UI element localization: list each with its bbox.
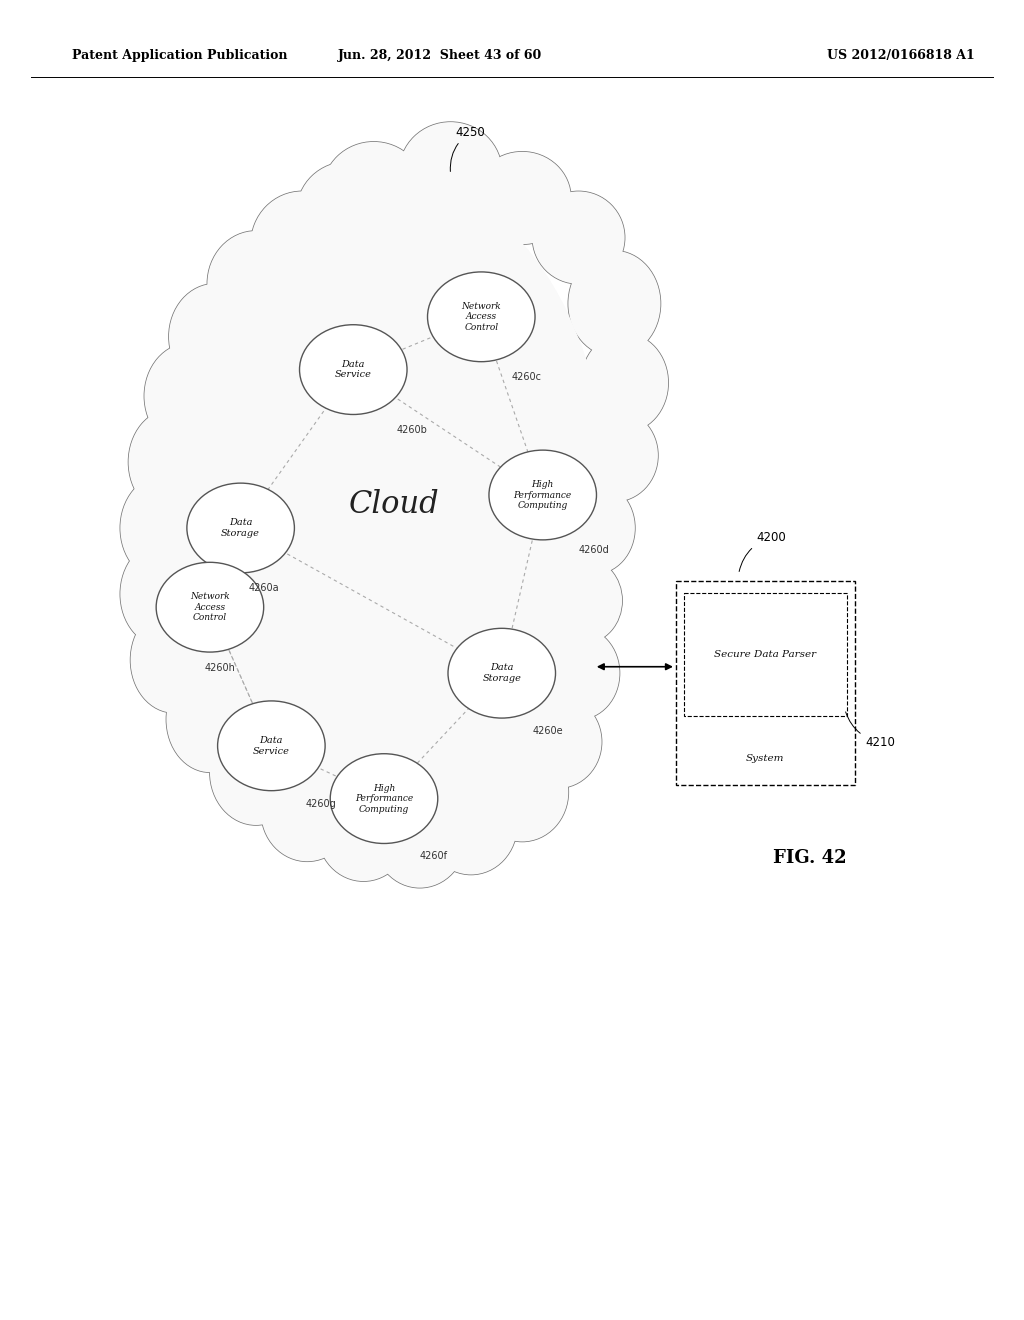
Ellipse shape bbox=[582, 334, 668, 433]
Ellipse shape bbox=[210, 719, 302, 825]
Text: Data
Storage: Data Storage bbox=[482, 664, 521, 682]
Text: Secure Data Parser: Secure Data Parser bbox=[715, 649, 816, 659]
Ellipse shape bbox=[131, 607, 218, 713]
Text: Patent Application Publication: Patent Application Publication bbox=[72, 49, 287, 62]
Ellipse shape bbox=[166, 667, 254, 772]
Ellipse shape bbox=[476, 742, 568, 842]
Ellipse shape bbox=[169, 284, 261, 389]
Ellipse shape bbox=[489, 450, 596, 540]
Ellipse shape bbox=[582, 334, 668, 433]
Text: 4210: 4210 bbox=[846, 711, 895, 748]
Ellipse shape bbox=[553, 482, 635, 574]
Ellipse shape bbox=[374, 789, 466, 887]
Ellipse shape bbox=[473, 152, 571, 244]
Ellipse shape bbox=[538, 627, 620, 719]
Ellipse shape bbox=[129, 409, 216, 515]
Text: 4260b: 4260b bbox=[396, 425, 427, 436]
Text: 4260g: 4260g bbox=[305, 799, 336, 809]
Ellipse shape bbox=[532, 191, 625, 284]
Ellipse shape bbox=[297, 161, 399, 261]
Text: FIG. 42: FIG. 42 bbox=[773, 849, 847, 867]
Ellipse shape bbox=[449, 628, 555, 718]
Ellipse shape bbox=[186, 483, 295, 573]
Ellipse shape bbox=[515, 696, 602, 788]
Ellipse shape bbox=[121, 541, 207, 647]
Ellipse shape bbox=[473, 152, 571, 244]
Ellipse shape bbox=[299, 325, 407, 414]
Ellipse shape bbox=[218, 701, 326, 791]
Ellipse shape bbox=[144, 343, 234, 449]
Ellipse shape bbox=[121, 475, 207, 581]
Ellipse shape bbox=[144, 343, 234, 449]
Text: Data
Service: Data Service bbox=[335, 360, 372, 379]
Ellipse shape bbox=[532, 191, 625, 284]
Text: 4200: 4200 bbox=[739, 531, 786, 572]
Ellipse shape bbox=[330, 754, 438, 843]
Ellipse shape bbox=[553, 482, 635, 574]
Text: US 2012/0166818 A1: US 2012/0166818 A1 bbox=[827, 49, 975, 62]
Ellipse shape bbox=[545, 557, 622, 643]
Ellipse shape bbox=[169, 284, 261, 389]
Ellipse shape bbox=[210, 719, 302, 825]
Ellipse shape bbox=[251, 191, 353, 297]
Ellipse shape bbox=[323, 143, 425, 242]
Text: Network
Access
Control: Network Access Control bbox=[190, 593, 229, 622]
Ellipse shape bbox=[317, 781, 410, 882]
Ellipse shape bbox=[129, 409, 216, 515]
Text: Cloud: Cloud bbox=[349, 488, 439, 520]
Text: Jun. 28, 2012  Sheet 43 of 60: Jun. 28, 2012 Sheet 43 of 60 bbox=[338, 49, 543, 62]
Ellipse shape bbox=[121, 475, 207, 581]
Ellipse shape bbox=[568, 251, 660, 356]
Ellipse shape bbox=[179, 178, 609, 838]
Ellipse shape bbox=[261, 762, 353, 862]
Ellipse shape bbox=[568, 251, 660, 356]
Text: Network
Access
Control: Network Access Control bbox=[462, 302, 501, 331]
Text: Data
Storage: Data Storage bbox=[221, 519, 260, 537]
Text: Data
Service: Data Service bbox=[253, 737, 290, 755]
Text: 4250: 4250 bbox=[451, 125, 485, 172]
Ellipse shape bbox=[297, 161, 399, 261]
Ellipse shape bbox=[571, 409, 658, 502]
Ellipse shape bbox=[515, 696, 602, 788]
Ellipse shape bbox=[131, 607, 218, 713]
Ellipse shape bbox=[545, 557, 622, 643]
Text: 4260e: 4260e bbox=[532, 726, 563, 737]
Text: System: System bbox=[746, 755, 784, 763]
Ellipse shape bbox=[156, 562, 264, 652]
Ellipse shape bbox=[251, 191, 353, 297]
Ellipse shape bbox=[261, 762, 353, 862]
Ellipse shape bbox=[538, 627, 620, 719]
Ellipse shape bbox=[428, 272, 535, 362]
Ellipse shape bbox=[399, 121, 502, 220]
Ellipse shape bbox=[425, 776, 517, 874]
Ellipse shape bbox=[179, 178, 609, 838]
Ellipse shape bbox=[121, 541, 207, 647]
Ellipse shape bbox=[571, 409, 658, 502]
Text: 4260h: 4260h bbox=[205, 663, 236, 673]
Text: High
Performance
Computing: High Performance Computing bbox=[355, 784, 413, 813]
Ellipse shape bbox=[399, 121, 502, 220]
Ellipse shape bbox=[207, 231, 305, 337]
Text: 4260f: 4260f bbox=[420, 851, 447, 862]
Ellipse shape bbox=[425, 776, 517, 874]
Ellipse shape bbox=[374, 789, 466, 887]
Text: 4260a: 4260a bbox=[249, 583, 280, 594]
Ellipse shape bbox=[166, 667, 254, 772]
Ellipse shape bbox=[317, 781, 410, 882]
Text: 4260d: 4260d bbox=[579, 545, 609, 556]
Text: High
Performance
Computing: High Performance Computing bbox=[514, 480, 571, 510]
Ellipse shape bbox=[476, 742, 568, 842]
Text: 4260c: 4260c bbox=[512, 372, 542, 383]
Ellipse shape bbox=[207, 231, 305, 337]
Ellipse shape bbox=[323, 143, 425, 242]
